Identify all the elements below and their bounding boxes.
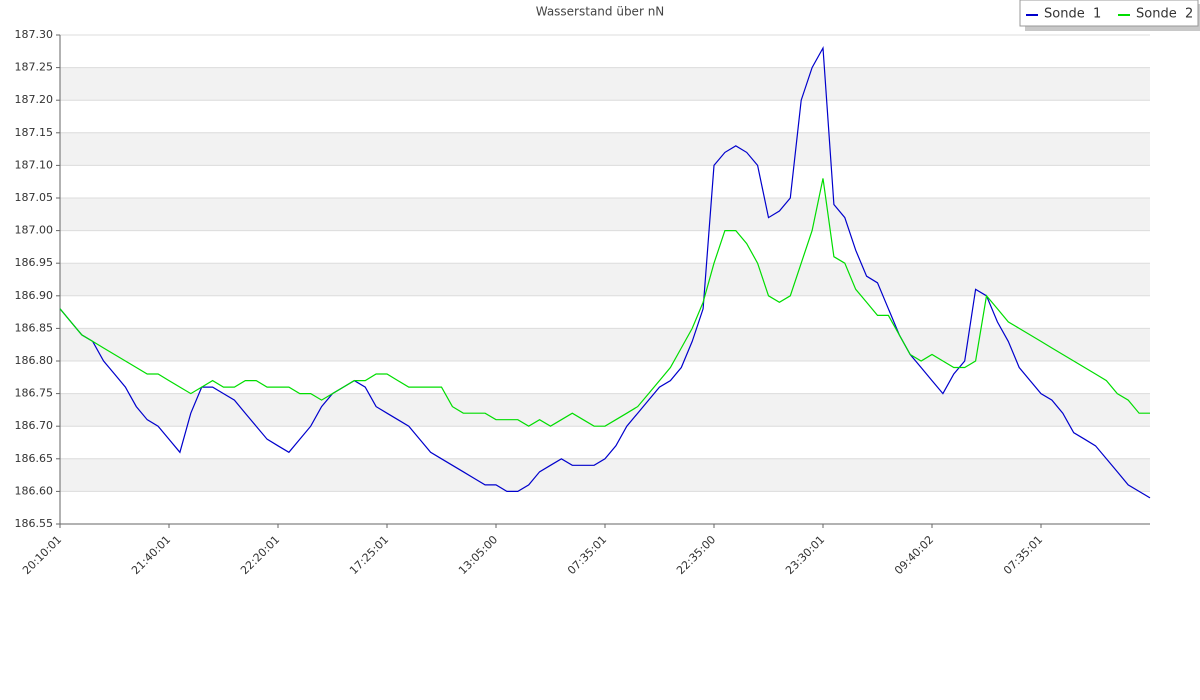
grid-band — [60, 132, 1150, 166]
grid-band — [60, 198, 1150, 231]
x-tick-label: 21:40:01 — [129, 533, 173, 577]
y-tick-label: 186.65 — [15, 452, 54, 465]
x-tick-label: 22:35:00 — [674, 533, 718, 577]
grid-band — [60, 67, 1150, 101]
y-tick-label: 187.00 — [15, 224, 54, 237]
y-tick-label: 187.05 — [15, 191, 54, 204]
grid-band — [60, 393, 1150, 427]
y-tick-label: 187.30 — [15, 28, 54, 41]
x-tick-label: 22:20:01 — [238, 533, 282, 577]
x-tick-label: 13:05:00 — [456, 533, 500, 577]
chart-title: Wasserstand über nN — [536, 5, 665, 19]
y-tick-label: 187.20 — [15, 93, 54, 106]
y-tick-label: 186.80 — [15, 354, 54, 367]
x-tick-label: 09:40:02 — [892, 533, 936, 577]
legend-label: Sonde 2 — [1136, 7, 1193, 22]
legend-label: Sonde 1 — [1044, 7, 1101, 22]
y-tick-label: 186.55 — [15, 517, 54, 530]
y-tick-label: 186.90 — [15, 289, 54, 302]
y-tick-label: 186.95 — [15, 256, 54, 269]
y-tick-label: 186.70 — [15, 419, 54, 432]
y-tick-label: 186.60 — [15, 484, 54, 497]
y-tick-label: 186.85 — [15, 321, 54, 334]
legend-box — [1019, 0, 1199, 27]
legend: Sonde 1 Sonde 2 — [1019, 0, 1199, 27]
y-tick-label: 187.25 — [15, 61, 54, 74]
series-line — [59, 178, 1150, 427]
y-tick-label: 187.15 — [15, 126, 54, 139]
x-tick-label: 23:30:01 — [783, 533, 827, 577]
x-tick-label: 07:35:01 — [565, 533, 609, 577]
x-tick-label: 07:35:01 — [1001, 533, 1045, 577]
y-tick-label: 186.75 — [15, 387, 54, 400]
x-tick-label: 20:10:01 — [20, 533, 64, 577]
grid-band — [60, 458, 1150, 492]
y-tick-label: 187.10 — [15, 158, 54, 171]
series-line — [59, 45, 1151, 499]
x-tick-label: 17:25:01 — [347, 533, 391, 577]
grid-band — [60, 263, 1150, 296]
grid-band — [60, 328, 1150, 361]
